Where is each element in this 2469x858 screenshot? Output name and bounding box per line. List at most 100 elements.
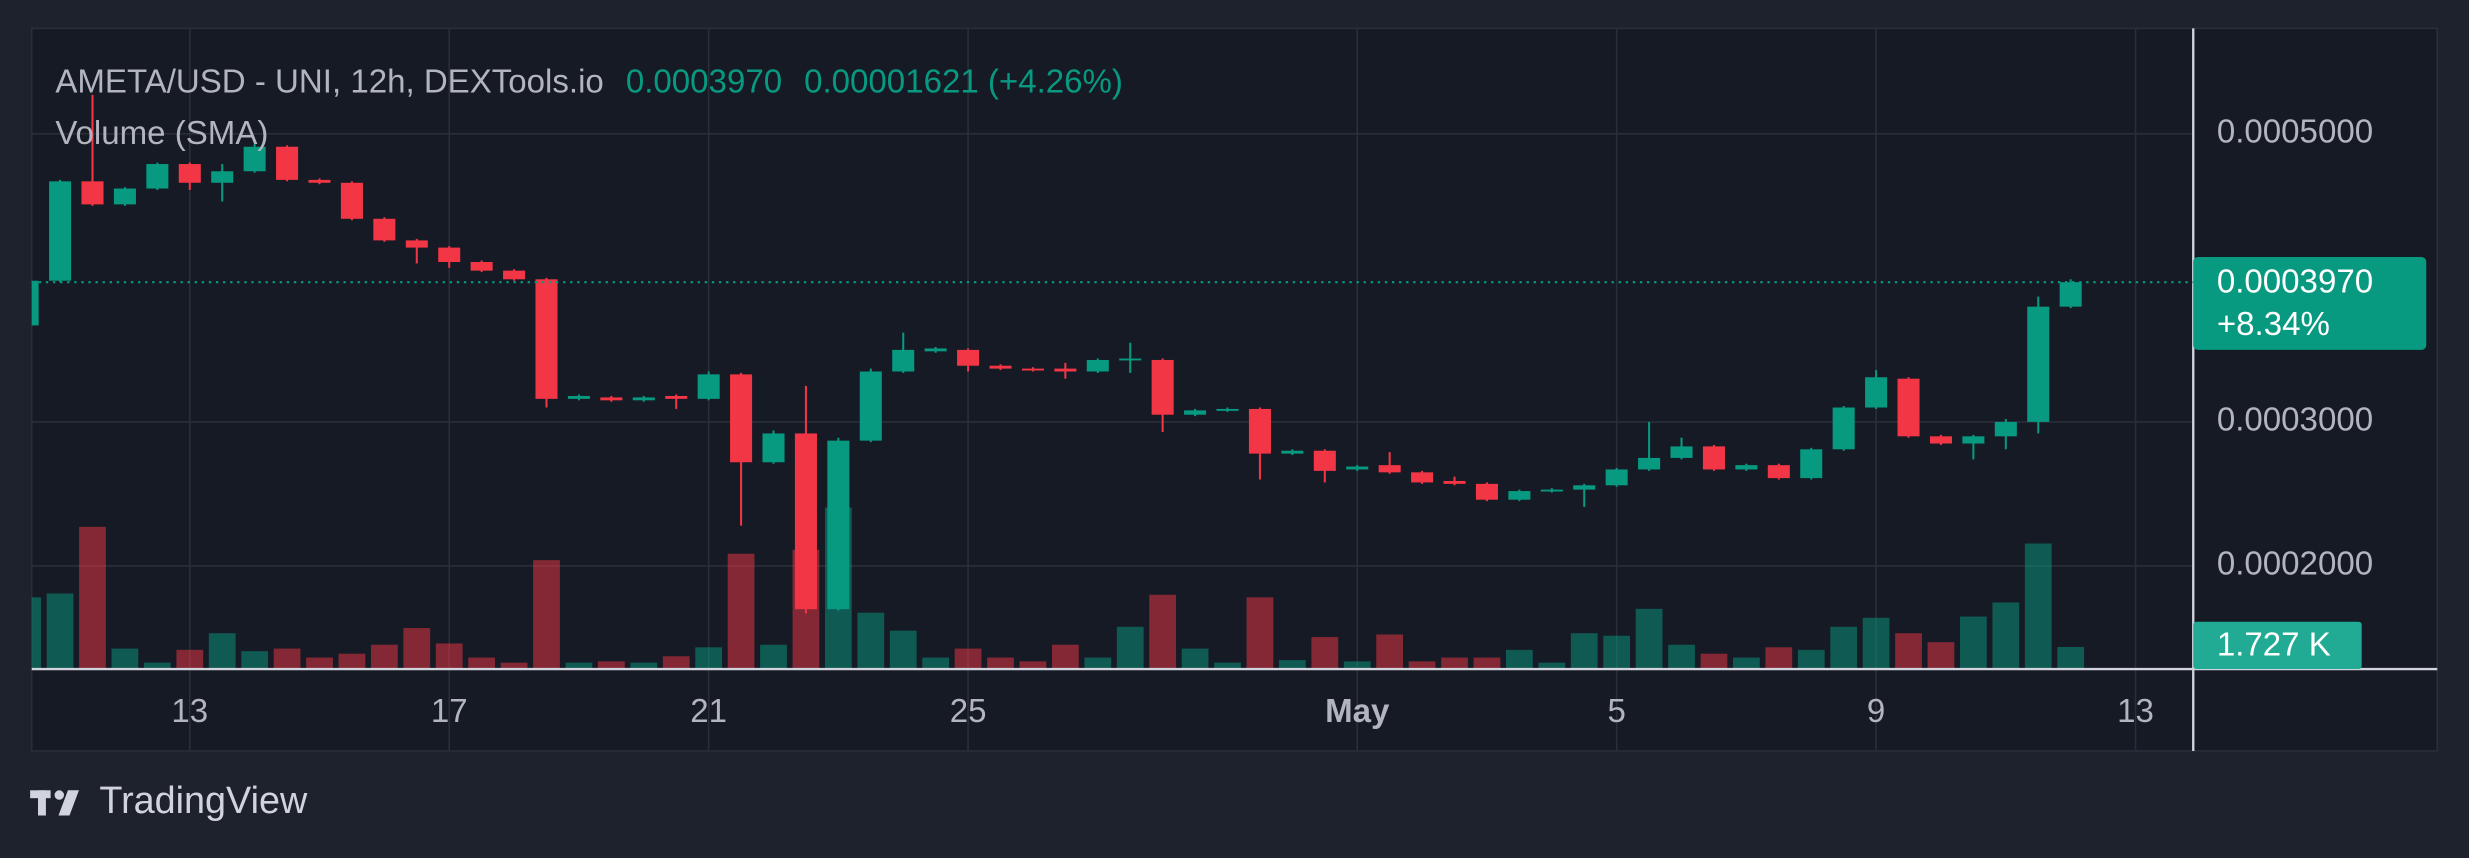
volume-bar — [1019, 661, 1047, 670]
volume-bar — [987, 657, 1014, 670]
candle-body — [1767, 465, 1790, 479]
volume-bar — [1635, 608, 1663, 670]
candle-body — [1054, 368, 1077, 372]
candle-body — [1151, 359, 1174, 415]
candle-body — [957, 349, 980, 366]
volume-bar — [922, 657, 950, 670]
volume-bar — [889, 630, 917, 670]
candle-body — [1638, 457, 1661, 470]
candle-body — [211, 171, 234, 183]
candle-body — [178, 164, 201, 183]
volume-bar — [597, 661, 625, 670]
candle-body — [1119, 358, 1142, 361]
y-tick-label: 0.0002000 — [2217, 546, 2373, 583]
candle-body — [794, 433, 817, 610]
candle-body — [1281, 450, 1304, 454]
volume-bar — [46, 593, 74, 670]
candle-body — [1443, 480, 1466, 484]
volume-bar — [1408, 661, 1436, 670]
candle-body — [1346, 466, 1369, 470]
volume-bar — [1343, 661, 1371, 670]
axes: 0.0002000 0.0003000 0.0005000 13 17 21 25 May 5 9… — [171, 114, 2373, 730]
volume-bar — [1830, 626, 1858, 670]
candle-body — [503, 270, 526, 280]
volume-bar — [2024, 543, 2052, 670]
candle-body — [600, 397, 623, 401]
volume-bar — [1668, 644, 1695, 670]
volume-bar — [1149, 594, 1177, 670]
volume-bar — [306, 657, 333, 670]
brand-name: TradingView — [99, 780, 308, 822]
volume-bar — [1116, 626, 1144, 670]
overlay: 0.0003970 +8.34% 1.727 K — [31, 256, 2427, 669]
y-tick-label: 0.0005000 — [2217, 114, 2373, 151]
candle-body — [665, 395, 688, 399]
candle-body — [1216, 408, 1239, 411]
candle-body — [1411, 472, 1434, 483]
legend-header: AMETA/USD - UNI, 12h, DEXTools.io 0.00039… — [55, 63, 1123, 100]
volume-bar — [1538, 662, 1566, 670]
volume-bar — [2057, 646, 2085, 670]
volume-bar — [241, 651, 269, 670]
candle-body — [697, 374, 720, 399]
volume-bar — [1246, 597, 1274, 670]
candle-body — [762, 433, 785, 463]
x-tick-label: 13 — [2117, 693, 2154, 730]
y-tick-label: 0.0003000 — [2217, 402, 2373, 439]
volume-bar — [500, 662, 528, 670]
candle-body — [632, 397, 655, 401]
volume-bar — [1181, 648, 1209, 670]
volume-bar — [1927, 642, 1955, 670]
volume-bar — [468, 657, 496, 670]
volume-bar — [1733, 657, 1760, 670]
volume-bar — [630, 662, 658, 670]
volume-tag — [2193, 621, 2362, 669]
volume-bar — [1797, 649, 1825, 670]
volume-bar — [208, 633, 236, 670]
volume-bar — [1473, 657, 1501, 670]
candle-body — [1800, 449, 1823, 479]
candle-body — [859, 371, 882, 441]
volume-bar — [1570, 633, 1598, 670]
volume-bar — [370, 644, 398, 670]
candle-body — [146, 164, 169, 189]
candle-body — [1994, 421, 2017, 437]
candle-body — [827, 440, 850, 610]
volume-title: Volume (SMA) — [55, 115, 268, 152]
candle-body — [1702, 446, 1725, 470]
volume-bar — [1505, 649, 1533, 670]
candle-body — [2059, 282, 2082, 307]
candle-body — [1313, 450, 1336, 471]
volume-bar — [435, 643, 463, 670]
candle-body — [730, 374, 753, 463]
volume-bar — [31, 597, 42, 670]
candle-body — [1605, 469, 1628, 486]
volume-bar — [1051, 644, 1079, 670]
volume-bar — [1084, 657, 1112, 670]
volume-bar — [1992, 602, 2020, 670]
candle-body — [1540, 489, 1563, 492]
volume-bar — [662, 656, 690, 670]
candle-body — [113, 188, 136, 205]
volume-bar — [760, 644, 787, 670]
candle-body — [1865, 377, 1888, 408]
volume-bar — [176, 649, 204, 670]
volume-bar — [273, 648, 301, 670]
volume-bar — [403, 628, 431, 670]
header-price: 0.0003970 — [626, 63, 782, 100]
candle-body — [470, 262, 493, 271]
x-tick-label: 13 — [171, 693, 208, 730]
candle-body — [405, 240, 428, 248]
volume-layer — [31, 507, 2085, 670]
volume-bar — [1862, 617, 1890, 670]
candle-body — [31, 280, 39, 326]
volume-bar — [1376, 634, 1404, 670]
candle-body — [1508, 491, 1531, 500]
candle-body — [308, 179, 331, 183]
candle-body — [2027, 306, 2050, 422]
x-tick-label: 5 — [1607, 693, 1625, 730]
candle-body — [1735, 465, 1758, 470]
volume-bar — [1603, 635, 1631, 670]
